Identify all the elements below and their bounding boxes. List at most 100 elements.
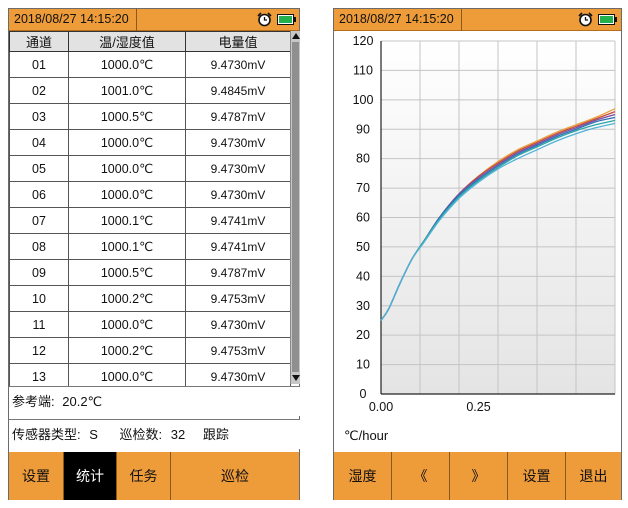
scroll-thumb[interactable]: [292, 42, 299, 372]
x-tick-label: 0.00: [369, 400, 393, 414]
sensor-info-row: 传感器类型: S 巡检数: 32 跟踪: [9, 419, 300, 449]
cell-temperature: 1000.1℃: [68, 233, 186, 260]
table-row[interactable]: 05 1000.0℃ 9.4730mV: [9, 155, 291, 182]
exit-button[interactable]: 退出: [566, 452, 621, 500]
patrol-count-value: 32: [170, 427, 186, 442]
cell-channel: 09: [9, 259, 69, 286]
cell-temperature: 1000.0℃: [68, 311, 186, 338]
settings-button[interactable]: 设置: [9, 452, 64, 500]
scroll-down-icon[interactable]: [291, 373, 301, 383]
reference-junction-row: 参考端: 20.2℃: [9, 386, 300, 416]
alarm-clock-icon: [257, 12, 272, 27]
table-row[interactable]: 03 1000.5℃ 9.4787mV: [9, 103, 291, 130]
cell-channel: 10: [9, 285, 69, 312]
table-row[interactable]: 08 1000.1℃ 9.4741mV: [9, 233, 291, 260]
y-tick-label: 90: [356, 122, 370, 136]
cell-channel: 12: [9, 337, 69, 364]
status-divider: [461, 9, 462, 31]
cell-temperature: 1000.0℃: [68, 155, 186, 182]
cell-channel: 04: [9, 129, 69, 156]
cell-temperature: 1000.0℃: [68, 129, 186, 156]
cell-temperature: 1000.2℃: [68, 285, 186, 312]
table-row[interactable]: 06 1000.0℃ 9.4730mV: [9, 181, 291, 208]
status-divider: [136, 9, 137, 31]
y-tick-label: 30: [356, 299, 370, 313]
chart-settings-button[interactable]: 设置: [508, 452, 566, 500]
header-voltage: 电量值: [185, 31, 291, 52]
y-tick-label: 80: [356, 152, 370, 166]
chart-unit-label: ℃/hour: [344, 428, 389, 443]
cell-voltage: 9.4730mV: [185, 363, 291, 390]
cell-channel: 13: [9, 363, 69, 390]
cell-channel: 11: [9, 311, 69, 338]
table-scrollbar[interactable]: [290, 31, 300, 384]
table-header-row: 通道 温/湿度值 电量值: [9, 31, 291, 52]
battery-icon: [277, 14, 296, 25]
battery-icon: [598, 14, 617, 25]
table-row[interactable]: 12 1000.2℃ 9.4753mV: [9, 337, 291, 364]
tracking-mode: 跟踪: [202, 427, 229, 442]
cell-voltage: 9.4741mV: [185, 207, 291, 234]
y-tick-label: 110: [353, 63, 373, 77]
cell-temperature: 1000.1℃: [68, 207, 186, 234]
y-tick-label: 70: [356, 181, 370, 195]
table-row[interactable]: 02 1001.0℃ 9.4845mV: [9, 77, 291, 104]
table-row[interactable]: 13 1000.0℃ 9.4730mV: [9, 363, 291, 390]
scroll-up-icon[interactable]: [291, 31, 301, 41]
table-row[interactable]: 11 1000.0℃ 9.4730mV: [9, 311, 291, 338]
cell-voltage: 9.4753mV: [185, 285, 291, 312]
cell-voltage: 9.4753mV: [185, 337, 291, 364]
cell-voltage: 9.4730mV: [185, 129, 291, 156]
table-row[interactable]: 09 1000.5℃ 9.4787mV: [9, 259, 291, 286]
alarm-clock-icon: [578, 12, 593, 27]
cell-temperature: 1000.2℃: [68, 337, 186, 364]
battery-fill: [279, 16, 292, 23]
status-bar: 2018/08/27 14:15:20: [334, 9, 621, 31]
header-temperature: 温/湿度值: [68, 31, 186, 52]
y-tick-label: 50: [356, 240, 370, 254]
status-bar: 2018/08/27 14:15:20: [9, 9, 299, 31]
y-tick-label: 0: [360, 387, 367, 401]
cell-channel: 07: [9, 207, 69, 234]
cell-channel: 06: [9, 181, 69, 208]
cell-channel: 08: [9, 233, 69, 260]
y-tick-label: 60: [356, 211, 370, 225]
sensor-type-label: 传感器类型:: [12, 427, 81, 442]
table-row[interactable]: 01 1000.0℃ 9.4730mV: [9, 51, 291, 78]
table-row[interactable]: 10 1000.2℃ 9.4753mV: [9, 285, 291, 312]
cell-voltage: 9.4787mV: [185, 259, 291, 286]
cell-temperature: 1000.0℃: [68, 181, 186, 208]
cell-temperature: 1001.0℃: [68, 77, 186, 104]
y-tick-label: 40: [356, 269, 370, 283]
statistics-button[interactable]: 统计: [64, 452, 117, 500]
page-next-button[interactable]: 》: [450, 452, 508, 500]
cell-temperature: 1000.0℃: [68, 51, 186, 78]
y-tick-label: 100: [353, 93, 374, 107]
reference-label: 参考端:: [12, 394, 55, 409]
series-line-6: [380, 122, 616, 321]
cell-channel: 03: [9, 103, 69, 130]
table-row[interactable]: 07 1000.1℃ 9.4741mV: [9, 207, 291, 234]
cell-voltage: 9.4787mV: [185, 103, 291, 130]
cell-channel: 01: [9, 51, 69, 78]
battery-fill: [600, 16, 613, 23]
y-tick-label: 120: [353, 34, 374, 48]
cell-temperature: 1000.5℃: [68, 259, 186, 286]
cell-voltage: 9.4730mV: [185, 181, 291, 208]
x-tick-label: 0.25: [466, 400, 490, 414]
status-datetime: 2018/08/27 14:15:20: [339, 12, 454, 26]
table-row[interactable]: 04 1000.0℃ 9.4730mV: [9, 129, 291, 156]
cell-voltage: 9.4845mV: [185, 77, 291, 104]
cell-channel: 02: [9, 77, 69, 104]
task-button[interactable]: 任务: [117, 452, 171, 500]
patrol-count-label: 巡检数:: [119, 427, 163, 442]
cell-voltage: 9.4730mV: [185, 51, 291, 78]
channel-table: 通道 温/湿度值 电量值 01 1000.0℃ 9.4730mV 02 1001.0℃…: [9, 31, 291, 390]
patrol-button[interactable]: 巡检: [171, 452, 299, 500]
y-tick-label: 20: [356, 328, 370, 342]
cell-voltage: 9.4730mV: [185, 155, 291, 182]
reference-value: 20.2℃: [62, 394, 103, 409]
humidity-button[interactable]: 湿度: [334, 452, 392, 500]
page-prev-button[interactable]: 《: [392, 452, 450, 500]
header-channel: 通道: [9, 31, 69, 52]
